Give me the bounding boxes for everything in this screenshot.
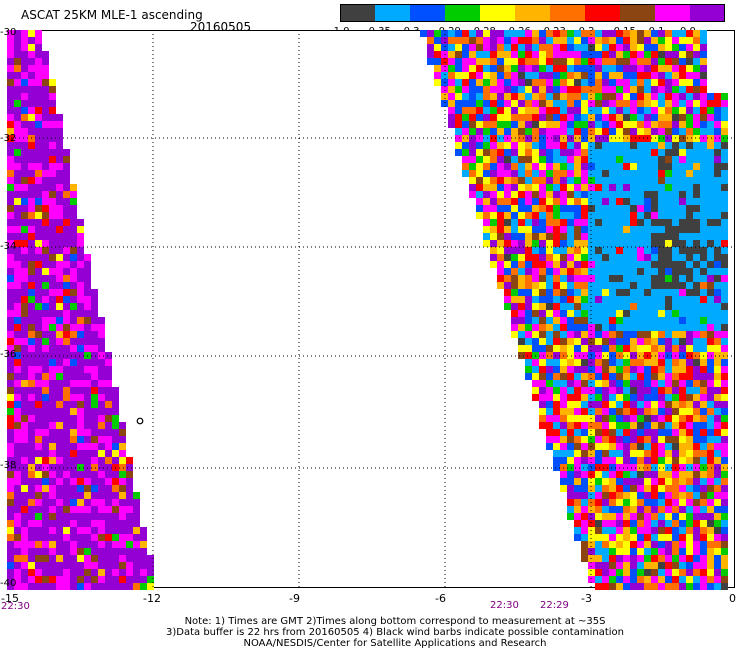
colorbar-swatch [585,4,621,22]
lon-tick-label: -12 [143,592,161,605]
lat-tick-label: -40 [0,578,17,589]
colorbar-swatch [655,4,691,22]
colorbar-swatch [410,4,446,22]
colorbar-swatch [480,4,516,22]
lon-tick-label: -3 [581,592,592,605]
lat-tick-label: -36 [0,349,17,360]
colorbar-swatch [340,4,376,22]
time-label: 22:30 [1,601,30,612]
colorbar-swatch [550,4,586,22]
colorbar [340,4,725,22]
colorbar-swatch [620,4,656,22]
note-line: 3)Data buffer is 22 hrs from 20160505 4)… [166,627,624,638]
notes-block: Note: 1) Times are GMT 2)Times along bot… [115,616,675,649]
island-marker [136,417,144,425]
lon-tick-label: -6 [435,592,446,605]
note-line: NOAA/NESDIS/Center for Satellite Applica… [243,638,547,649]
lat-tick-label: -32 [0,133,17,144]
colorbar-swatch [375,4,411,22]
colorbar-swatch [445,4,481,22]
colorbar-swatch [690,4,725,22]
lon-tick-label: 0 [729,592,736,605]
time-label: 22:30 [490,600,519,611]
map-panel [7,30,735,590]
lat-tick-label: -38 [0,460,17,471]
time-label: 22:29 [540,600,569,611]
note-line: Note: 1) Times are GMT 2)Times along bot… [184,616,606,627]
map-title: ASCAT 25KM MLE-1 ascending [21,8,203,22]
lon-tick-label: -9 [289,592,300,605]
lat-tick-label: -30 [0,27,17,38]
colorbar-swatch [515,4,551,22]
colorbar-frame [340,4,725,22]
lon-tick-label: -15 [1,592,19,605]
lat-tick-label: -34 [0,241,17,252]
